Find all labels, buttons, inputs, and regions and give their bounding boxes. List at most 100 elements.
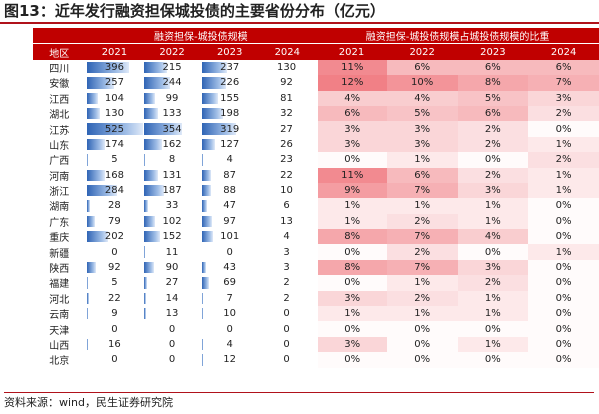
scale-value: 354 [162,123,182,135]
table-row: 山西 16 0 4 0 3% 0% 1% 0% [33,336,599,353]
scale-value-cell: 202 [86,229,144,244]
table-row: 北京 0 0 12 0 0% 0% 0% 0% [33,352,599,368]
scale-data-bar [201,123,236,135]
scale-value-cell: 0 [143,352,201,367]
share-value-cell: 7% [386,229,458,245]
scale-value: 162 [162,138,182,150]
region-header-spacer [33,28,86,45]
scale-value-cell: 525 [86,121,144,136]
share-value-cell: 2% [528,152,599,168]
source-note: 资料来源：wind，民生证券研究院 [4,392,594,410]
scale-value: 130 [104,108,124,120]
region-cell: 湖北 [49,110,70,122]
scale-value-cell: 4 [258,229,318,245]
scale-value-cell: 354 [143,121,201,136]
share-value-cell: 3% [316,290,387,307]
scale-value: 88 [223,185,237,197]
scale-data-bar [144,138,162,151]
table-row: 江西 104 99 155 81 4% 4% 5% 3% [33,90,599,106]
table-row: 新疆 0 11 0 3 0% 2% 0% 1% [33,244,599,260]
scale-value: 133 [162,108,182,120]
region-cell: 重庆 [49,233,70,245]
share-value-cell: 6% [457,59,529,76]
region-cell: 广西 [49,156,70,168]
scale-value-cell: 27 [258,121,318,137]
region-cell: 江西 [49,94,70,106]
scale-value: 202 [104,231,124,243]
scale-value-cell: 0 [86,352,144,367]
scale-value-cell: 47 [201,198,259,213]
share-value-cell: 1% [316,306,387,322]
region-cell: 天津 [49,325,70,337]
scale-value-cell: 0 [258,306,318,322]
share-value-cell: 1% [528,167,599,183]
scale-value-cell: 69 [201,275,259,290]
share-value-cell: 10% [386,75,458,91]
year-header: 2022 [143,43,201,60]
scale-value: 525 [104,123,124,135]
scale-data-bar [86,231,109,243]
scale-value-cell: 215 [143,60,201,75]
scale-data-bar [144,231,161,243]
scale-value-cell: 0 [86,244,144,259]
region-cell: 河北 [49,294,70,306]
scale-value-cell: 43 [201,260,259,275]
scale-value: 104 [104,92,124,104]
scale-data-bar [201,184,212,197]
scale-value-cell: 0 [86,321,144,336]
scale-data-bar [144,77,171,89]
share-value-cell: 4% [457,229,529,245]
share-value-cell: 2% [528,105,599,122]
share-value-cell: 0% [555,231,572,243]
scale-value-cell: 7 [201,291,259,306]
table-row: 天津 0 0 0 0 0% 0% 0% 0% [33,321,599,337]
share-value-cell: 8% [316,229,387,245]
scale-group-header: 融资担保-城投债规模 [85,28,317,45]
scale-value: 244 [162,77,182,89]
scale-data-bar [86,169,105,181]
year-header: 2021 [316,43,387,60]
scale-data-bar [144,169,159,181]
scale-value-cell: 168 [86,168,144,183]
scale-value-cell: 79 [86,214,144,229]
scale-value: 47 [223,200,237,212]
scale-data-bar [86,184,117,197]
region-cell: 河南 [49,171,70,183]
share-value-cell: 0% [344,277,361,289]
scale-data-bar [201,107,223,120]
scale-value-cell: 0 [143,321,201,336]
scale-value-cell: 97 [201,214,259,229]
region-cell: 陕西 [49,264,70,276]
scale-value: 90 [165,262,179,274]
scale-value: 0 [168,339,176,350]
scale-data-bar [201,77,226,89]
table-row: 河南 168 131 87 22 11% 6% 2% 1% [33,167,599,183]
scale-data-bar [144,107,159,120]
region-cell: 云南 [49,310,70,322]
scale-data-bar [201,61,228,74]
share-value-cell: 1% [528,136,599,153]
scale-data-bar [201,200,207,212]
scale-value: 155 [220,92,240,104]
share-value-cell: 1% [316,213,387,230]
table-row: 重庆 202 152 101 4 8% 7% 4% 0% [33,229,599,245]
region-cell: 江苏 [49,125,70,137]
scale-data-bar [86,308,88,320]
scale-value: 101 [220,231,240,243]
scale-value-cell: 87 [201,168,259,183]
scale-value-cell: 13 [143,306,201,321]
scale-value: 5 [111,154,118,166]
year-header: 2023 [457,43,529,60]
scale-value: 0 [226,323,233,335]
scale-data-bar [201,277,210,289]
share-value-cell: 0% [555,277,572,289]
scale-value: 10 [223,308,237,320]
scale-value: 11 [165,246,179,258]
scale-value: 257 [104,77,124,89]
scale-data-bar [144,261,154,274]
share-value-cell: 0% [555,200,572,212]
scale-value-cell: 99 [143,91,201,106]
scale-data-bar [86,292,89,305]
scale-data-bar [86,338,89,351]
region-header: 地区 [33,43,86,60]
